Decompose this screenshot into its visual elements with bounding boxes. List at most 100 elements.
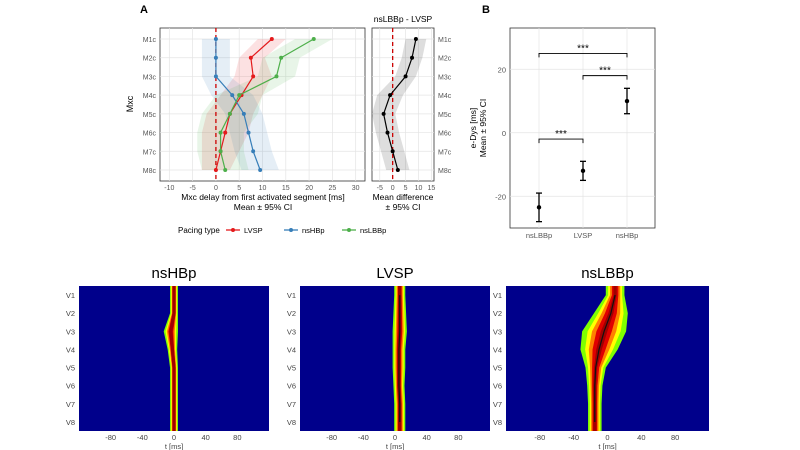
row-label: V3 bbox=[493, 327, 502, 336]
row-label: V2 bbox=[66, 309, 75, 318]
y-tick-label: M5c bbox=[143, 112, 157, 119]
x-tick-label: 0 bbox=[605, 433, 609, 442]
activation-center-line bbox=[398, 295, 401, 422]
x-tick-label: -80 bbox=[326, 433, 337, 442]
x-tick-label: 80 bbox=[233, 433, 241, 442]
row-label: V5 bbox=[66, 364, 75, 373]
x-tick-label: 30 bbox=[352, 185, 360, 192]
row-label: V2 bbox=[493, 309, 502, 318]
y-tick-labels: M1c M2c M3c M4c M5c M6c M7c M8c bbox=[438, 37, 452, 175]
x-tick-label: LVSP bbox=[574, 231, 593, 240]
data-point-lvsp bbox=[251, 74, 256, 79]
series-line-lvsp bbox=[215, 38, 273, 171]
x-tick-labels: nsLBBp LVSP nsHBp bbox=[526, 231, 638, 240]
data-point-nslbbp bbox=[218, 149, 223, 154]
row-label: V6 bbox=[493, 382, 502, 391]
row-label: V1 bbox=[66, 291, 75, 300]
x-tick-label: 80 bbox=[671, 433, 679, 442]
plot-frame bbox=[371, 27, 435, 182]
row-label: V3 bbox=[66, 327, 75, 336]
y-tick-labels: M1c M2c M3c M4c M5c M6c M7c M8c bbox=[143, 37, 157, 175]
data-point-difference bbox=[403, 74, 408, 79]
y-tick-label: M6c bbox=[438, 131, 452, 138]
y-tick-label: M1c bbox=[143, 37, 157, 44]
y-tick-label: M8c bbox=[438, 168, 452, 175]
data-point-nshbp bbox=[241, 111, 246, 116]
data-point-nshbp bbox=[258, 168, 263, 172]
heatmap-nshbp: nsHBp V1 V2 V3 V4 V5 V6 V7 V8 -80 -40 0 40 80 t [ms] bbox=[66, 265, 269, 450]
x-tick-label: 40 bbox=[637, 433, 645, 442]
x-tick-label: 20 bbox=[305, 185, 313, 192]
panel-label-a: A bbox=[140, 4, 148, 16]
y-tick-label: M2c bbox=[143, 56, 157, 63]
y-tick-label: M5c bbox=[438, 112, 452, 119]
x-tick-label: 40 bbox=[201, 433, 209, 442]
ci-band-nshbp bbox=[201, 39, 279, 170]
y-axis-subtitle: Mean ± 95% CI bbox=[478, 99, 488, 158]
data-point-nshbp bbox=[213, 74, 218, 79]
y-tick-label: M6c bbox=[143, 131, 157, 138]
y-axis-title: Mxc bbox=[125, 95, 135, 112]
data-point-nshbp bbox=[251, 149, 256, 154]
chart-title: nsLBBp - LVSP bbox=[374, 14, 433, 24]
row-label: V5 bbox=[493, 364, 502, 373]
series-line-nslbbp bbox=[219, 38, 315, 171]
row-label: V2 bbox=[287, 309, 296, 318]
gridlines bbox=[160, 28, 365, 181]
panel-a-difference-chart: M1c M2c M3c M4c M5c M6c M7c M8c -5 0 5 10 15 nsLBBp… bbox=[371, 14, 452, 212]
x-tick-label: 5 bbox=[404, 185, 408, 192]
y-tick-label: M7c bbox=[438, 149, 452, 156]
x-tick-label: 10 bbox=[415, 185, 423, 192]
data-point-nslbbp bbox=[237, 93, 242, 98]
row-label: V8 bbox=[66, 418, 75, 427]
y-tick-label: 0 bbox=[502, 129, 506, 138]
series-line-difference bbox=[383, 38, 417, 171]
x-tick-label: 15 bbox=[428, 185, 436, 192]
data-point-nslbbp bbox=[311, 37, 316, 41]
x-tick-label: 40 bbox=[422, 433, 430, 442]
series-lines bbox=[213, 28, 316, 181]
series-lines bbox=[381, 28, 418, 181]
ci-band-difference bbox=[372, 39, 427, 170]
x-axis-subtitle: Mean ± 95% CI bbox=[234, 202, 293, 212]
heatmap-title: nsLBBp bbox=[581, 265, 634, 282]
y-tick-label: -20 bbox=[495, 192, 506, 201]
row-label: V4 bbox=[287, 345, 296, 354]
data-point-nslbbp bbox=[227, 111, 232, 116]
legend-marker-nshbp bbox=[289, 228, 293, 232]
mean-point bbox=[580, 168, 586, 174]
row-label: V4 bbox=[493, 345, 502, 354]
data-point-lvsp bbox=[248, 55, 253, 60]
ci-band-lvsp bbox=[201, 39, 286, 170]
significance-label: *** bbox=[599, 66, 611, 77]
x-tick-labels: -5 0 5 10 15 bbox=[377, 185, 436, 192]
x-tick-label: 0 bbox=[391, 185, 395, 192]
row-label: V4 bbox=[66, 345, 75, 354]
y-tick-label: M8c bbox=[143, 168, 157, 175]
x-axis-title: Mxc delay from first activated segment [… bbox=[181, 192, 344, 202]
y-tick-label: M1c bbox=[438, 37, 452, 44]
panel-label-b: B bbox=[482, 4, 490, 16]
row-label: V6 bbox=[66, 382, 75, 391]
heatmap-nslbbp: nsLBBp V1 V2 V3 V4 V5 V6 V7 V8 -80 -40 0 40 80 t [ms] bbox=[493, 265, 709, 450]
y-tick-label: M3c bbox=[143, 74, 157, 81]
legend: Pacing type LVSP nsHBp nsLBBp bbox=[178, 226, 386, 235]
y-tick-label: M3c bbox=[438, 74, 452, 81]
activation-center-line bbox=[594, 294, 616, 422]
series-line-nshbp bbox=[215, 39, 261, 171]
ci-bands bbox=[197, 39, 333, 170]
heatmap-title: LVSP bbox=[376, 265, 413, 282]
x-axis-title: Mean difference bbox=[373, 192, 434, 202]
row-label: V6 bbox=[287, 382, 296, 391]
y-tick-label: 20 bbox=[498, 65, 506, 74]
activation-band-layer bbox=[169, 286, 176, 431]
data-point-difference bbox=[388, 93, 393, 98]
x-axis-subtitle: ± 95% CI bbox=[386, 202, 421, 212]
x-tick-label: -5 bbox=[189, 185, 195, 192]
x-tick-label: 80 bbox=[454, 433, 462, 442]
data-point-nshbp bbox=[213, 37, 218, 41]
data-point-nslbbp bbox=[218, 130, 223, 135]
row-label: V8 bbox=[493, 418, 502, 427]
